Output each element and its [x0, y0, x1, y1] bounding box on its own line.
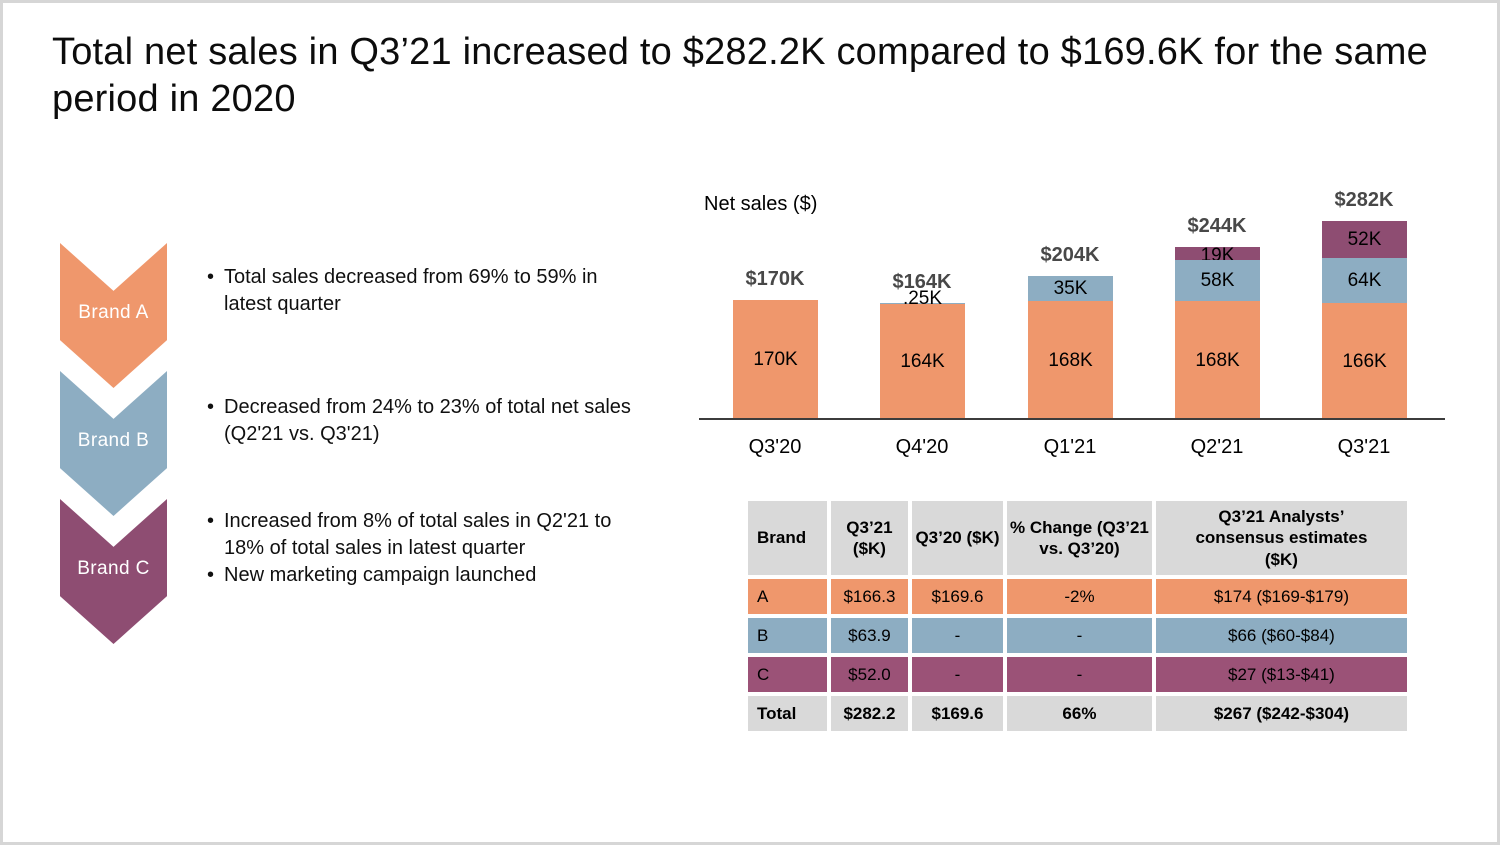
header-brand: Brand — [748, 501, 827, 575]
bar-total-label: $282K — [1334, 189, 1394, 211]
bar-segment-label: 52K — [1347, 228, 1382, 250]
chevron-brand-c-label: Brand C — [77, 558, 150, 579]
bar-q3-20: 170K $170K Q3'20 — [733, 178, 818, 458]
cell-change: 66% — [1007, 696, 1152, 731]
header-pct-change: % Change (Q3’21 vs. Q3’20) — [1007, 501, 1152, 575]
bar-stack: 170K — [733, 300, 818, 420]
bar-segment-brand-a: 166K — [1322, 303, 1407, 420]
x-axis-label: Q4'20 — [895, 436, 949, 458]
bar-segment-brand-a: 164K — [880, 304, 965, 420]
x-axis-line — [699, 418, 1445, 420]
cell-change: - — [1007, 657, 1152, 692]
bullet-brand-c-2: New marketing campaign launched — [207, 562, 639, 589]
slide-title: Total net sales in Q3’21 increased to $2… — [52, 31, 1428, 121]
cell-brand: A — [748, 579, 827, 614]
bullet-brand-c-1: Increased from 8% of total sales in Q2'2… — [207, 508, 639, 562]
x-axis-label: Q3'20 — [748, 436, 802, 458]
cell-brand: C — [748, 657, 827, 692]
cell-q320: $169.6 — [911, 696, 1004, 731]
bar-segment-brand-c: 19K — [1175, 245, 1260, 266]
bar-total-label: $204K — [1040, 244, 1100, 266]
bar-segment-label: 168K — [1195, 349, 1240, 371]
cell-q320: - — [911, 618, 1004, 653]
bar-stack: .25K 164K — [880, 288, 965, 420]
chevron-brand-a: Brand A — [60, 243, 167, 388]
cell-brand: Total — [748, 696, 827, 731]
cell-change: -2% — [1007, 579, 1152, 614]
bar-segment-label: 35K — [1053, 277, 1088, 299]
cell-estimate: $66 ($60-$84) — [1155, 618, 1407, 653]
x-axis-label: Q3'21 — [1337, 436, 1391, 458]
bar-total-label: $170K — [745, 268, 805, 290]
chevron-brand-b: Brand B — [60, 371, 167, 516]
bullets-brand-a: Total sales decreased from 69% to 59% in… — [207, 264, 639, 318]
bar-segment-brand-b: 35K — [1028, 276, 1113, 301]
net-sales-chart: 170K $170K Q3'20 .25K 164K $164K Q4'20 35… — [703, 178, 1440, 458]
bar-segment-brand-b: .25K — [880, 288, 965, 309]
cell-estimate: $267 ($242-$304) — [1155, 696, 1407, 731]
cell-estimate: $174 ($169-$179) — [1155, 579, 1407, 614]
bar-segment-label: 168K — [1048, 349, 1093, 371]
bar-segment-label: 58K — [1200, 269, 1235, 291]
header-estimates: Q3’21 Analysts’ consensus estimates ($K) — [1155, 501, 1407, 575]
bar-stack: 52K 64K 166K — [1322, 221, 1407, 420]
bar-segment-label: 64K — [1347, 269, 1382, 291]
chevron-brand-b-label: Brand B — [77, 430, 150, 451]
bar-segment-brand-c: 52K — [1322, 221, 1407, 258]
bullet-brand-a-1: Total sales decreased from 69% to 59% in… — [207, 264, 639, 318]
header-q321: Q3’21 ($K) — [830, 501, 908, 575]
table-row-total: Total $282.2 $169.6 66% $267 ($242-$304) — [748, 696, 1407, 731]
cell-change: - — [1007, 618, 1152, 653]
chevron-brand-a-label: Brand A — [78, 302, 149, 323]
bar-segment-label: 164K — [900, 351, 945, 372]
bar-segment-brand-a: 168K — [1028, 301, 1113, 420]
bar-segment-label: .25K — [902, 288, 943, 309]
x-axis-label: Q1'21 — [1043, 436, 1097, 458]
table-row-brand-a: A $166.3 $169.6 -2% $174 ($169-$179) — [748, 579, 1407, 614]
bar-segment-brand-a: 168K — [1175, 301, 1260, 420]
x-axis-label: Q2'21 — [1190, 436, 1244, 458]
bar-q4-20: .25K 164K $164K Q4'20 — [880, 178, 965, 458]
table-row-brand-c: C $52.0 - - $27 ($13-$41) — [748, 657, 1407, 692]
bar-segment-label: 170K — [753, 349, 798, 370]
cell-q321: $63.9 — [830, 618, 908, 653]
bar-stack: 35K 168K — [1028, 276, 1113, 420]
chevron-brand-c: Brand C — [60, 499, 167, 644]
bar-segment-label: 166K — [1342, 350, 1387, 372]
bar-q2-21: 19K 58K 168K $244K Q2'21 — [1175, 178, 1260, 458]
cell-q321: $166.3 — [830, 579, 908, 614]
bar-stack: 19K 58K 168K — [1175, 245, 1260, 420]
cell-q320: $169.6 — [911, 579, 1004, 614]
cell-estimate: $27 ($13-$41) — [1155, 657, 1407, 692]
bar-total-label: $164K — [892, 271, 952, 293]
bullet-brand-b-1: Decreased from 24% to 23% of total net s… — [207, 394, 639, 448]
bar-segment-brand-b: 58K — [1175, 260, 1260, 301]
bar-segment-brand-b: 64K — [1322, 258, 1407, 303]
bullets-brand-b: Decreased from 24% to 23% of total net s… — [207, 394, 639, 448]
table-header-row: Brand Q3’21 ($K) Q3’20 ($K) % Change (Q3… — [748, 501, 1407, 575]
sales-summary-table: Brand Q3’21 ($K) Q3’20 ($K) % Change (Q3… — [744, 497, 1411, 735]
cell-q320: - — [911, 657, 1004, 692]
table-row-brand-b: B $63.9 - - $66 ($60-$84) — [748, 618, 1407, 653]
bar-q1-21: 35K 168K $204K Q1'21 — [1028, 178, 1113, 458]
cell-q321: $52.0 — [830, 657, 908, 692]
header-q320: Q3’20 ($K) — [911, 501, 1004, 575]
bar-segment-brand-a: 170K — [733, 300, 818, 420]
cell-brand: B — [748, 618, 827, 653]
bar-total-label: $244K — [1187, 215, 1247, 237]
cell-q321: $282.2 — [830, 696, 908, 731]
bar-q3-21: 52K 64K 166K $282K Q3'21 — [1322, 178, 1407, 458]
chart-title: Net sales ($) — [704, 193, 818, 215]
bullets-brand-c: Increased from 8% of total sales in Q2'2… — [207, 508, 639, 589]
